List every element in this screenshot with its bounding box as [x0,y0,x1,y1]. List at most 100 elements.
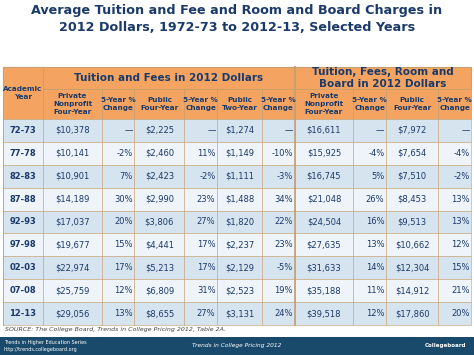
Bar [438,142,471,165]
Bar [43,302,102,325]
Text: Private
Nonprofit
Four-Year: Private Nonprofit Four-Year [53,93,92,115]
Text: 87-88: 87-88 [9,195,36,204]
Bar [3,234,43,256]
Bar [294,279,354,302]
Bar [217,165,262,188]
Bar [43,142,102,165]
Text: $15,925: $15,925 [307,149,341,158]
Bar [184,279,217,302]
Text: —: — [285,126,293,135]
Text: $3,806: $3,806 [145,218,174,226]
Text: -3%: -3% [277,172,293,181]
Bar [43,89,102,119]
Bar [294,234,354,256]
Bar [438,119,471,142]
Bar [354,142,386,165]
Text: -2%: -2% [199,172,216,181]
Text: $1,149: $1,149 [225,149,254,158]
Bar [135,256,184,279]
Bar [386,165,438,188]
Text: SOURCE: The College Board, Trends in College Pricing 2012, Table 2A.: SOURCE: The College Board, Trends in Col… [5,327,226,332]
Text: $6,809: $6,809 [145,286,174,295]
Text: 72-73: 72-73 [9,126,36,135]
Text: $10,901: $10,901 [55,172,90,181]
Text: -4%: -4% [453,149,470,158]
Text: 16%: 16% [366,218,384,226]
Bar [184,142,217,165]
Bar [294,119,354,142]
Bar [135,211,184,234]
Bar [43,188,102,211]
Bar [217,302,262,325]
Text: 5-Year %
Change: 5-Year % Change [183,97,218,111]
Text: 82-83: 82-83 [9,172,36,181]
Bar [438,279,471,302]
Text: $1,820: $1,820 [225,218,254,226]
Bar [102,165,135,188]
Text: $25,759: $25,759 [55,286,90,295]
Bar [438,211,471,234]
Bar [262,165,294,188]
Text: $35,188: $35,188 [307,286,341,295]
Text: $12,304: $12,304 [395,263,429,272]
Text: 17%: 17% [197,240,216,250]
Bar [354,256,386,279]
Bar [43,234,102,256]
Bar [386,211,438,234]
Bar [3,165,43,188]
Text: $7,654: $7,654 [398,149,427,158]
Bar [43,119,102,142]
Bar [3,67,43,89]
Text: $2,129: $2,129 [225,263,254,272]
Bar [354,279,386,302]
Bar [262,211,294,234]
Text: 27%: 27% [197,309,216,318]
Bar [135,302,184,325]
Bar [3,67,43,119]
Bar [102,211,135,234]
Bar [354,302,386,325]
Text: $10,141: $10,141 [55,149,90,158]
Bar [3,256,43,279]
Text: $2,237: $2,237 [225,240,254,250]
Text: $7,510: $7,510 [398,172,427,181]
Text: $9,513: $9,513 [398,218,427,226]
Bar [184,165,217,188]
Text: 77-78: 77-78 [9,149,36,158]
Text: $31,633: $31,633 [307,263,341,272]
Bar [217,89,262,119]
Text: -4%: -4% [368,149,384,158]
Bar [386,188,438,211]
Text: 15%: 15% [114,240,133,250]
Bar [217,188,262,211]
Bar [3,119,43,142]
Text: Tuition, Fees, Room and
Board in 2012 Dollars: Tuition, Fees, Room and Board in 2012 Do… [312,67,454,89]
Bar [102,188,135,211]
Text: $17,037: $17,037 [55,218,90,226]
Text: 20%: 20% [451,309,470,318]
Text: Trends in Higher Education Series
http://trends.collegeboard.org: Trends in Higher Education Series http:/… [4,340,87,352]
Text: 92-93: 92-93 [9,218,36,226]
Bar [354,188,386,211]
Text: —: — [461,126,470,135]
Text: $14,189: $14,189 [55,195,90,204]
Text: $5,213: $5,213 [145,263,174,272]
Bar [294,188,354,211]
Text: -2%: -2% [453,172,470,181]
Bar [43,279,102,302]
Bar [3,279,43,302]
Text: 17%: 17% [114,263,133,272]
Text: Tuition and Fees in 2012 Dollars: Tuition and Fees in 2012 Dollars [74,73,264,83]
Text: -2%: -2% [117,149,133,158]
Bar [102,256,135,279]
Text: 26%: 26% [366,195,384,204]
Text: 11%: 11% [197,149,216,158]
Text: 21%: 21% [451,286,470,295]
Text: 12-13: 12-13 [9,309,36,318]
Bar [217,142,262,165]
Bar [386,256,438,279]
Bar [262,89,294,119]
Text: 23%: 23% [274,240,293,250]
Text: $16,745: $16,745 [307,172,341,181]
Bar [135,142,184,165]
